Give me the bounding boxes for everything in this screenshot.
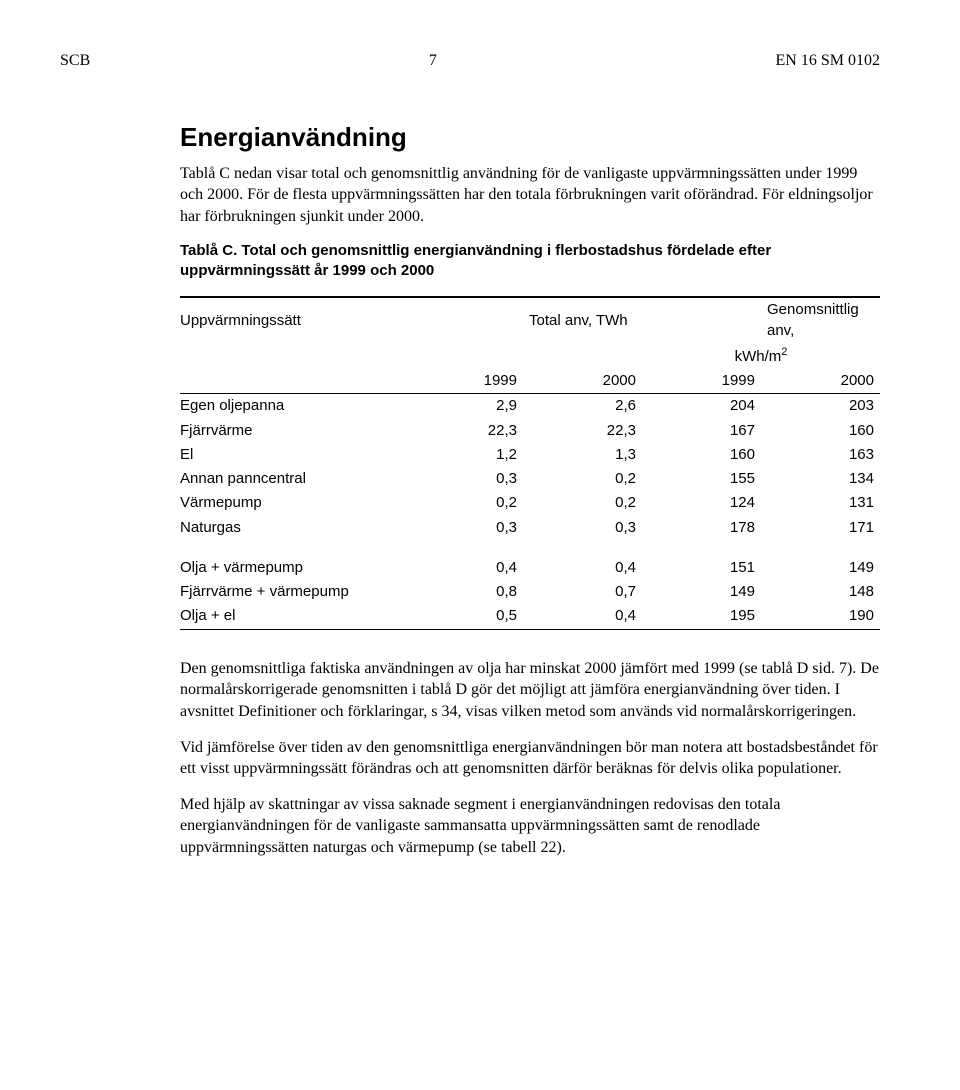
row-val: 0,3 bbox=[404, 516, 523, 540]
row-val: 1,2 bbox=[404, 443, 523, 467]
row-val: 178 bbox=[642, 516, 761, 540]
row-label: Annan panncentral bbox=[180, 467, 404, 491]
energy-table: Uppvärmningssätt Total anv, TWh Genomsni… bbox=[180, 296, 880, 629]
row-val: 134 bbox=[761, 467, 880, 491]
table-row: Naturgas 0,3 0,3 178 171 bbox=[180, 516, 880, 540]
body-paragraph-2: Den genomsnittliga faktiska användningen… bbox=[180, 658, 880, 723]
row-val: 149 bbox=[642, 580, 761, 604]
row-val: 163 bbox=[761, 443, 880, 467]
row-val: 0,3 bbox=[404, 467, 523, 491]
row-label: Fjärrvärme bbox=[180, 419, 404, 443]
row-label: El bbox=[180, 443, 404, 467]
row-label: Värmepump bbox=[180, 491, 404, 515]
unit-label: kWh/m bbox=[735, 348, 782, 365]
table-row: El 1,2 1,3 160 163 bbox=[180, 443, 880, 467]
header-left: SCB bbox=[60, 50, 90, 72]
table-header-row-2: kWh/m2 bbox=[180, 343, 880, 369]
table-header-years: 1999 2000 1999 2000 bbox=[180, 369, 880, 394]
table-header-row-1: Uppvärmningssätt Total anv, TWh Genomsni… bbox=[180, 297, 880, 343]
row-label: Olja + värmepump bbox=[180, 556, 404, 580]
row-val: 0,7 bbox=[523, 580, 642, 604]
row-val: 22,3 bbox=[523, 419, 642, 443]
row-val: 0,4 bbox=[523, 556, 642, 580]
table-row: Egen oljepanna 2,9 2,6 204 203 bbox=[180, 394, 880, 419]
row-val: 2,6 bbox=[523, 394, 642, 419]
year-4: 2000 bbox=[761, 369, 880, 394]
header-right: EN 16 SM 0102 bbox=[776, 50, 880, 72]
col-header-method: Uppvärmningssätt bbox=[180, 297, 404, 343]
col-header-total-1 bbox=[404, 297, 523, 343]
page-header: SCB 7 EN 16 SM 0102 bbox=[60, 50, 880, 72]
row-val: 171 bbox=[761, 516, 880, 540]
row-val: 0,3 bbox=[523, 516, 642, 540]
row-label: Olja + el bbox=[180, 604, 404, 629]
row-val: 124 bbox=[642, 491, 761, 515]
row-val: 131 bbox=[761, 491, 880, 515]
table-row: Olja + el 0,5 0,4 195 190 bbox=[180, 604, 880, 629]
row-val: 203 bbox=[761, 394, 880, 419]
table-row: Annan panncentral 0,3 0,2 155 134 bbox=[180, 467, 880, 491]
row-val: 160 bbox=[761, 419, 880, 443]
row-val: 0,2 bbox=[404, 491, 523, 515]
col-header-avg-2: Genomsnittlig anv, bbox=[761, 297, 880, 343]
year-3: 1999 bbox=[642, 369, 761, 394]
page-title: Energianvändning bbox=[180, 120, 880, 155]
body-paragraph-3: Vid jämförelse över tiden av den genomsn… bbox=[180, 737, 880, 780]
row-val: 22,3 bbox=[404, 419, 523, 443]
row-val: 0,5 bbox=[404, 604, 523, 629]
row-val: 0,2 bbox=[523, 491, 642, 515]
table-row: Fjärrvärme + värmepump 0,8 0,7 149 148 bbox=[180, 580, 880, 604]
intro-paragraph: Tablå C nedan visar total och genomsnitt… bbox=[180, 163, 880, 228]
table-caption: Tablå C. Total och genomsnittlig energia… bbox=[180, 241, 880, 280]
table-row: Värmepump 0,2 0,2 124 131 bbox=[180, 491, 880, 515]
row-label: Naturgas bbox=[180, 516, 404, 540]
row-val: 151 bbox=[642, 556, 761, 580]
col-header-avg-1 bbox=[642, 297, 761, 343]
row-val: 149 bbox=[761, 556, 880, 580]
row-label: Fjärrvärme + värmepump bbox=[180, 580, 404, 604]
year-2: 2000 bbox=[523, 369, 642, 394]
row-val: 190 bbox=[761, 604, 880, 629]
row-val: 0,4 bbox=[523, 604, 642, 629]
row-val: 2,9 bbox=[404, 394, 523, 419]
row-val: 204 bbox=[642, 394, 761, 419]
table-row: Fjärrvärme 22,3 22,3 167 160 bbox=[180, 419, 880, 443]
body-paragraph-4: Med hjälp av skattningar av vissa saknad… bbox=[180, 794, 880, 859]
row-val: 195 bbox=[642, 604, 761, 629]
row-val: 1,3 bbox=[523, 443, 642, 467]
row-val: 0,8 bbox=[404, 580, 523, 604]
table-row: Olja + värmepump 0,4 0,4 151 149 bbox=[180, 556, 880, 580]
year-1: 1999 bbox=[404, 369, 523, 394]
unit-sup: 2 bbox=[781, 346, 787, 358]
col-header-total-2: Total anv, TWh bbox=[523, 297, 642, 343]
row-label: Egen oljepanna bbox=[180, 394, 404, 419]
table-spacer bbox=[180, 540, 880, 556]
row-val: 148 bbox=[761, 580, 880, 604]
row-val: 0,4 bbox=[404, 556, 523, 580]
row-val: 0,2 bbox=[523, 467, 642, 491]
row-val: 167 bbox=[642, 419, 761, 443]
unit-cell: kWh/m2 bbox=[642, 343, 880, 369]
row-val: 155 bbox=[642, 467, 761, 491]
row-val: 160 bbox=[642, 443, 761, 467]
header-page-number: 7 bbox=[429, 50, 437, 72]
